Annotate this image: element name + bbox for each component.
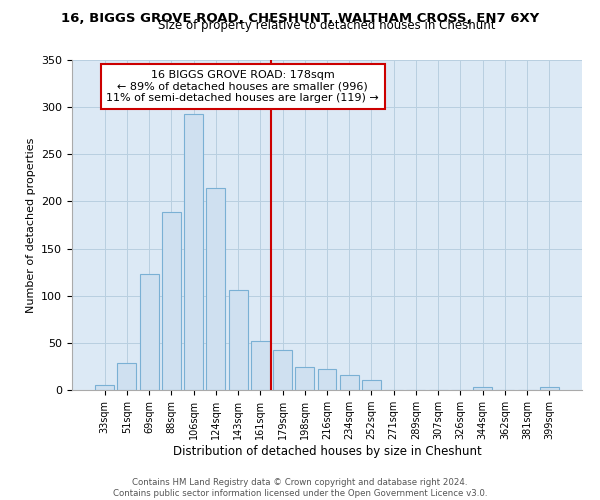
Text: 16, BIGGS GROVE ROAD, CHESHUNT, WALTHAM CROSS, EN7 6XY: 16, BIGGS GROVE ROAD, CHESHUNT, WALTHAM … bbox=[61, 12, 539, 26]
Bar bbox=[140, 274, 158, 390]
Bar bbox=[340, 375, 359, 390]
X-axis label: Distribution of detached houses by size in Cheshunt: Distribution of detached houses by size … bbox=[173, 445, 481, 458]
Text: Contains HM Land Registry data © Crown copyright and database right 2024.
Contai: Contains HM Land Registry data © Crown c… bbox=[113, 478, 487, 498]
Bar bbox=[273, 350, 292, 390]
Bar bbox=[118, 362, 136, 390]
Bar bbox=[206, 188, 225, 390]
Y-axis label: Number of detached properties: Number of detached properties bbox=[26, 138, 35, 312]
Bar bbox=[317, 370, 337, 390]
Title: Size of property relative to detached houses in Cheshunt: Size of property relative to detached ho… bbox=[158, 20, 496, 32]
Text: 16 BIGGS GROVE ROAD: 178sqm
← 89% of detached houses are smaller (996)
11% of se: 16 BIGGS GROVE ROAD: 178sqm ← 89% of det… bbox=[106, 70, 379, 103]
Bar bbox=[540, 387, 559, 390]
Bar bbox=[162, 212, 181, 390]
Bar bbox=[251, 341, 270, 390]
Bar bbox=[184, 114, 203, 390]
Bar bbox=[362, 380, 381, 390]
Bar bbox=[295, 368, 314, 390]
Bar bbox=[229, 290, 248, 390]
Bar bbox=[95, 386, 114, 390]
Bar bbox=[473, 387, 492, 390]
